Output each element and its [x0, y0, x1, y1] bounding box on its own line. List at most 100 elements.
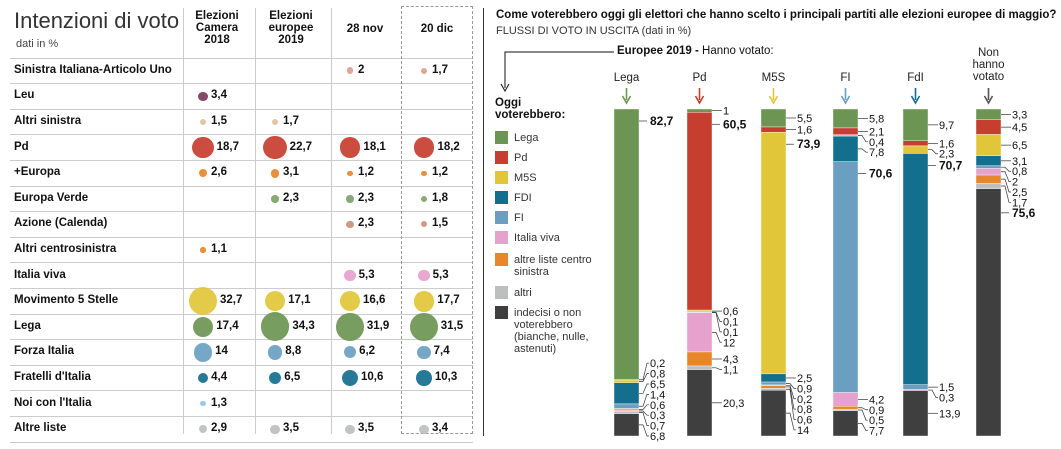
leader-line — [639, 373, 649, 382]
data-label-altre_cs: 0,8 — [797, 404, 812, 416]
data-label-lega: 5,5 — [797, 113, 812, 125]
value-camera-2018: 2,9 — [211, 422, 227, 435]
party-label: Sinistra Italiana-Articolo Uno — [14, 63, 172, 76]
leader-line — [639, 383, 649, 394]
flow-segment-altri — [975, 183, 1002, 189]
flow-category-3: FI — [840, 72, 851, 84]
flow-segment-altre_cs — [760, 385, 787, 389]
value-bubble — [192, 137, 214, 159]
value-bubble — [263, 135, 287, 160]
data-label-fi: 0,1 — [723, 327, 738, 339]
value-28-nov: 16,6 — [362, 294, 386, 307]
value-bubble — [344, 269, 356, 282]
value-28-nov: 6,2 — [359, 345, 376, 358]
flow-segment-m5s — [613, 379, 640, 383]
value-20-dic: 7,4 — [433, 345, 450, 358]
data-label-altri: 0,5 — [869, 415, 884, 427]
data-label-fdi: 0,1 — [723, 316, 738, 328]
party-label: Europa Verde — [14, 191, 89, 204]
value-bubble — [200, 247, 206, 253]
column-separator — [183, 8, 184, 434]
flow-labels-4: 9,7 1,62,370,7 1,50,3 13,9 — [928, 120, 963, 420]
flow-segment-fi — [613, 403, 640, 409]
flow-segment-iv — [686, 312, 713, 353]
leader-line — [639, 424, 649, 437]
data-label-iv: 12 — [723, 337, 735, 349]
data-label-indecisi: 13,9 — [939, 408, 960, 420]
data-label-fdi: 70,7 — [939, 158, 963, 172]
value-bubble — [346, 220, 354, 229]
flow-segment-altri — [686, 365, 713, 370]
data-label-altre_cs: 0,9 — [869, 405, 884, 417]
leader-line — [1001, 166, 1011, 172]
row-separator — [10, 236, 473, 238]
row-separator — [10, 211, 473, 213]
flow-segment-lega — [975, 108, 1002, 120]
data-label-indecisi: 14 — [797, 425, 809, 437]
data-label-m5s: 2,3 — [939, 149, 954, 161]
flows-title: Come voterebbero oggi gli elettori che h… — [496, 9, 1057, 21]
legend-swatch-pd — [495, 151, 508, 164]
data-label-pd: 1,6 — [939, 138, 954, 150]
value-bubble — [270, 168, 280, 178]
flow-arrow-2 — [768, 88, 779, 105]
flow-arrow-5 — [983, 88, 994, 105]
flow-segment-indecisi — [686, 369, 713, 437]
data-label-altri: 1,7 — [1012, 197, 1027, 209]
value-bubble — [271, 195, 279, 203]
value-bubble — [420, 67, 428, 74]
value-europee-2019: 3,1 — [283, 166, 299, 179]
flow-arrow-4 — [910, 88, 921, 105]
legend-label-altre_cs: altre liste centro sinistra — [514, 254, 592, 278]
legend-label-indecisi: indecisi o non voterebbero (bianche, nul… — [514, 307, 589, 355]
leader-line — [712, 312, 722, 333]
value-bubble — [343, 346, 357, 359]
value-camera-2018: 32,7 — [220, 294, 243, 307]
value-20-dic: 17,7 — [437, 294, 460, 307]
flow-labels-5: 3,34,5 6,5 3,10,822,51,775,6 — [1001, 109, 1036, 220]
data-label-altre_cs: 4,3 — [723, 354, 738, 366]
data-label-indecisi: 7,7 — [869, 426, 884, 438]
row-separator — [10, 313, 473, 315]
value-bubble — [270, 424, 280, 434]
value-20-dic: 5,3 — [432, 268, 449, 281]
data-label-altre_cs: 2,5 — [1012, 187, 1027, 199]
data-label-fi: 0,8 — [1012, 166, 1027, 178]
flow-bar-3 — [832, 108, 859, 437]
flow-category-4: FdI — [907, 72, 924, 84]
value-20-dic: 1,2 — [432, 166, 448, 179]
value-bubble — [420, 195, 428, 203]
value-camera-2018: 4,4 — [211, 371, 228, 383]
legend-swatch-lega — [495, 131, 508, 144]
value-europee-2019: 34,3 — [292, 319, 315, 332]
flow-arrow-3 — [840, 88, 851, 105]
row-separator — [10, 57, 473, 59]
leader-line — [639, 394, 649, 407]
column-header-20-dic: 20 dic — [420, 23, 454, 35]
data-label-m5s: 6,5 — [1012, 140, 1027, 152]
data-label-fdi: 3,1 — [1012, 156, 1027, 168]
value-bubble — [419, 424, 429, 434]
value-camera-2018: 17,4 — [216, 319, 239, 332]
flow-category-5: Non hanno votato — [972, 47, 1005, 83]
header-bracket — [500, 51, 614, 93]
data-label-altri: 1,1 — [723, 364, 738, 376]
flow-bar-0 — [613, 108, 640, 437]
data-label-fi: 70,6 — [869, 167, 893, 181]
value-bubble — [346, 67, 354, 75]
party-label: Movimento 5 Stelle — [14, 294, 119, 307]
data-label-fi: 1,5 — [939, 382, 954, 394]
flow-segment-iv — [613, 408, 640, 411]
row-separator — [10, 134, 473, 136]
value-camera-2018: 18,7 — [216, 140, 239, 153]
value-bubble — [346, 195, 354, 203]
party-label: Altri centrosinistra — [14, 243, 117, 255]
value-bubble — [193, 343, 213, 362]
leader-line — [1001, 171, 1011, 182]
legend-swatch-fdi — [495, 191, 508, 204]
column-header-28-nov: 28 nov — [346, 23, 384, 35]
flow-segment-lega — [832, 108, 859, 129]
value-europee-2019: 6,5 — [284, 371, 301, 383]
value-28-nov: 2,3 — [358, 217, 374, 230]
